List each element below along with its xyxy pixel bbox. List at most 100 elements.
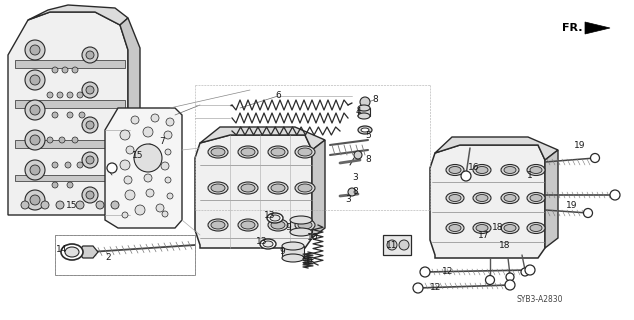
Bar — [15, 175, 125, 181]
Text: 9: 9 — [285, 223, 291, 233]
Circle shape — [30, 105, 40, 115]
Circle shape — [41, 201, 49, 209]
Text: 8: 8 — [372, 95, 378, 105]
Circle shape — [124, 176, 132, 184]
Circle shape — [82, 47, 98, 63]
Ellipse shape — [241, 184, 255, 192]
Ellipse shape — [270, 215, 280, 221]
Ellipse shape — [473, 193, 491, 204]
Circle shape — [360, 97, 370, 107]
Circle shape — [30, 135, 40, 145]
Text: 19: 19 — [566, 201, 578, 210]
Text: 9: 9 — [279, 247, 285, 257]
Text: 17: 17 — [478, 230, 489, 239]
Text: 15: 15 — [133, 150, 144, 159]
Ellipse shape — [446, 222, 464, 234]
Bar — [55, 235, 195, 275]
Circle shape — [387, 240, 397, 250]
Ellipse shape — [298, 148, 312, 156]
Ellipse shape — [271, 221, 285, 229]
Circle shape — [21, 201, 29, 209]
Ellipse shape — [449, 195, 461, 202]
Text: 3: 3 — [352, 173, 358, 182]
Ellipse shape — [208, 219, 228, 231]
Polygon shape — [585, 22, 610, 34]
Circle shape — [525, 265, 535, 275]
Circle shape — [86, 51, 94, 59]
Circle shape — [151, 114, 159, 122]
Ellipse shape — [282, 242, 304, 250]
Ellipse shape — [504, 225, 516, 231]
Ellipse shape — [271, 184, 285, 192]
Text: SYB3-A2830: SYB3-A2830 — [517, 295, 563, 305]
Ellipse shape — [238, 219, 258, 231]
Text: 3: 3 — [345, 196, 351, 204]
Circle shape — [57, 92, 63, 98]
Circle shape — [134, 144, 162, 172]
Circle shape — [82, 187, 98, 203]
Circle shape — [161, 162, 169, 170]
Circle shape — [47, 137, 53, 143]
Ellipse shape — [473, 164, 491, 175]
Circle shape — [67, 92, 73, 98]
Circle shape — [30, 165, 40, 175]
Circle shape — [56, 201, 64, 209]
Ellipse shape — [504, 195, 516, 202]
Circle shape — [399, 240, 409, 250]
Circle shape — [76, 201, 84, 209]
Ellipse shape — [268, 146, 288, 158]
Circle shape — [72, 137, 78, 143]
Ellipse shape — [241, 221, 255, 229]
Ellipse shape — [358, 126, 372, 134]
Ellipse shape — [268, 182, 288, 194]
Text: FR.: FR. — [562, 23, 582, 33]
Ellipse shape — [295, 219, 315, 231]
Circle shape — [165, 177, 171, 183]
Circle shape — [162, 211, 168, 217]
Ellipse shape — [358, 113, 370, 119]
Circle shape — [143, 127, 153, 137]
Text: 11: 11 — [386, 242, 398, 251]
Circle shape — [25, 130, 45, 150]
Ellipse shape — [290, 228, 312, 236]
Circle shape — [521, 268, 529, 276]
Circle shape — [72, 67, 78, 73]
Bar — [282, 246, 304, 258]
Circle shape — [86, 156, 94, 164]
Circle shape — [25, 160, 45, 180]
Ellipse shape — [449, 166, 461, 173]
Polygon shape — [28, 5, 128, 25]
Text: 8: 8 — [365, 156, 371, 164]
Circle shape — [82, 117, 98, 133]
Circle shape — [77, 162, 83, 168]
Polygon shape — [435, 137, 558, 160]
Ellipse shape — [238, 182, 258, 194]
Text: 1: 1 — [527, 171, 533, 180]
Circle shape — [47, 92, 53, 98]
Ellipse shape — [530, 195, 542, 202]
Circle shape — [67, 112, 73, 118]
Ellipse shape — [211, 221, 225, 229]
Text: 6: 6 — [275, 92, 281, 100]
Circle shape — [82, 82, 98, 98]
Circle shape — [96, 201, 104, 209]
Bar — [15, 60, 125, 68]
Polygon shape — [430, 145, 545, 258]
Circle shape — [122, 212, 128, 218]
Bar — [290, 220, 312, 232]
Circle shape — [79, 112, 85, 118]
Text: 13: 13 — [256, 237, 268, 246]
Circle shape — [165, 149, 171, 155]
Circle shape — [461, 171, 471, 181]
Circle shape — [86, 191, 94, 199]
Polygon shape — [8, 12, 128, 215]
Bar — [15, 100, 125, 108]
Bar — [383, 235, 411, 255]
Text: 4: 4 — [355, 108, 361, 116]
Polygon shape — [195, 135, 312, 248]
Ellipse shape — [295, 182, 315, 194]
Ellipse shape — [263, 241, 273, 247]
Ellipse shape — [290, 216, 312, 224]
Ellipse shape — [208, 146, 228, 158]
Bar — [358, 108, 370, 116]
